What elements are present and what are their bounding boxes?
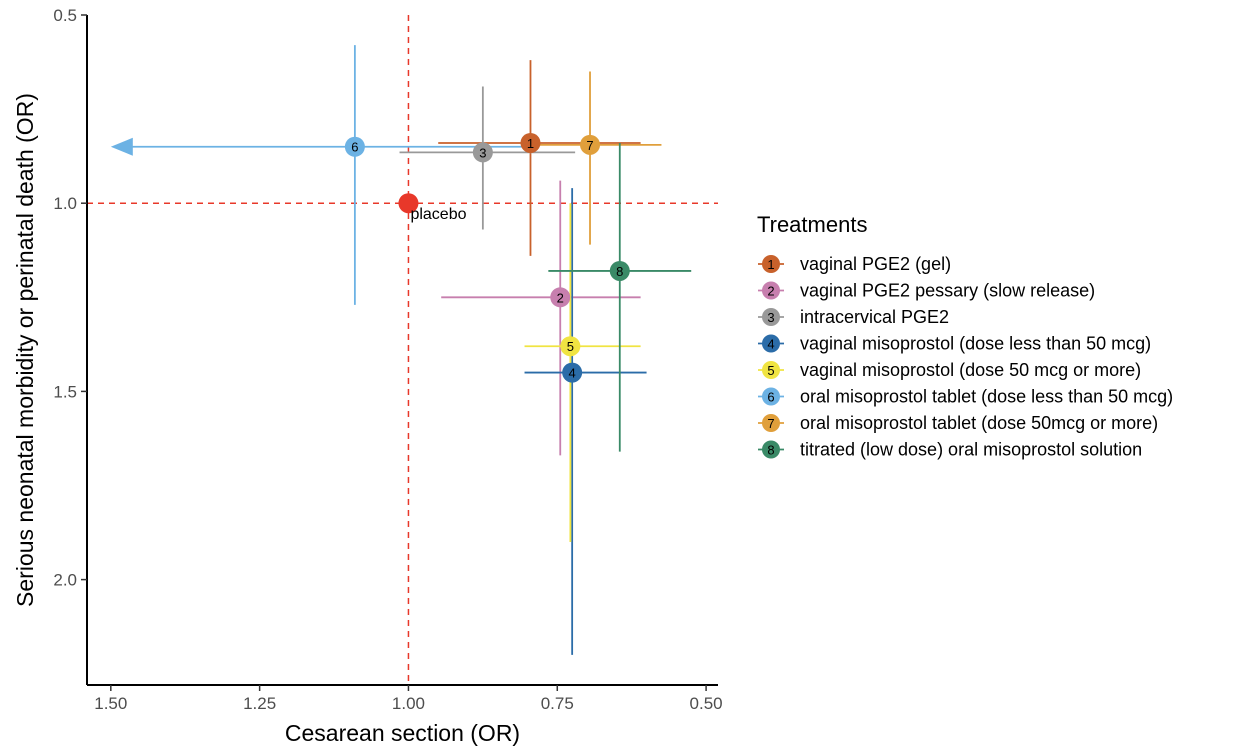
legend-key-number-7: 7: [767, 416, 774, 431]
treatment-point-1: [520, 132, 541, 153]
legend-key-number-3: 3: [767, 310, 774, 325]
x-tick-label: 0.75: [541, 694, 574, 713]
y-tick-label: 1.5: [53, 382, 77, 401]
legend-key-number-8: 8: [767, 443, 774, 458]
treatment-point-label-1: 1: [527, 136, 534, 151]
legend-key-5: [762, 361, 780, 379]
arrow-head-6: [110, 137, 133, 156]
legend-key-2: [762, 281, 780, 300]
legend-label-3: intracervical PGE2: [800, 307, 949, 327]
treatment-point-2: [550, 287, 571, 308]
legend-key-number-6: 6: [767, 390, 774, 405]
tick-marks: 1.50 1.25 1.00 0.75 0.50 0.5 1.0 1.5 2.0: [53, 6, 722, 713]
legend-label-1: vaginal PGE2 (gel): [800, 254, 951, 274]
treatment-point-3: [472, 142, 493, 163]
treatment-point-4: [562, 362, 583, 383]
x-axis-title: Cesarean section (OR): [285, 720, 520, 746]
legend-key-3: [762, 308, 780, 326]
treatment-point-8: [609, 260, 630, 281]
legend-title: Treatments: [757, 212, 867, 237]
y-axis-title: Serious neonatal morbidity or perinatal …: [12, 93, 38, 607]
legend-key-1: [762, 255, 780, 273]
legend-label-4: vaginal misoprostol (dose less than 50 m…: [800, 334, 1151, 354]
y-tick-label: 2.0: [53, 571, 77, 590]
legend: Treatments 1 vaginal PGE2 (gel) 2 vaginal P…: [757, 212, 1173, 460]
y-tick-label: 1.0: [53, 194, 77, 213]
legend-key-6: [762, 387, 780, 406]
legend-label-8: titrated (low dose) oral misoprostol sol…: [800, 440, 1142, 460]
x-tick-label: 1.50: [94, 694, 127, 713]
legend-label-6: oral misoprostol tablet (dose less than …: [800, 387, 1173, 407]
legend-key-7: [762, 414, 780, 432]
reference-lines: [87, 15, 718, 685]
treatment-point-5: [560, 336, 581, 357]
legend-key-number-1: 1: [767, 257, 774, 272]
x-tick-label: 1.00: [392, 694, 425, 713]
treatment-point-label-5: 5: [567, 339, 574, 354]
legend-label-7: oral misoprostol tablet (dose 50mcg or m…: [800, 413, 1158, 433]
axes: [86, 15, 718, 686]
legend-key-8: [762, 440, 780, 459]
legend-key-4: [762, 334, 780, 353]
legend-key-number-2: 2: [767, 284, 774, 299]
treatment-point-label-3: 3: [479, 145, 486, 160]
treatment-point-label-7: 7: [586, 138, 593, 153]
treatment-point-7: [580, 134, 601, 155]
treatment-point-6: [344, 136, 365, 157]
legend-key-number-5: 5: [767, 363, 774, 378]
legend-label-5: vaginal misoprostol (dose 50 mcg or more…: [800, 360, 1141, 380]
treatment-point-label-4: 4: [569, 366, 576, 381]
treatment-point-label-2: 2: [557, 290, 564, 305]
y-tick-label: 0.5: [53, 6, 77, 25]
treatment-point-label-8: 8: [616, 264, 623, 279]
legend-key-number-4: 4: [767, 337, 774, 352]
placebo-point: [398, 193, 419, 214]
treatment-point-label-6: 6: [351, 140, 358, 155]
treatment-points: placebo 1 2 3 4 5 6 7 8: [344, 132, 630, 383]
x-tick-label: 1.25: [243, 694, 276, 713]
legend-label-2: vaginal PGE2 pessary (slow release): [800, 281, 1095, 301]
x-tick-label: 0.50: [690, 694, 723, 713]
error-bars: [110, 45, 692, 655]
placebo-label: placebo: [410, 206, 466, 223]
